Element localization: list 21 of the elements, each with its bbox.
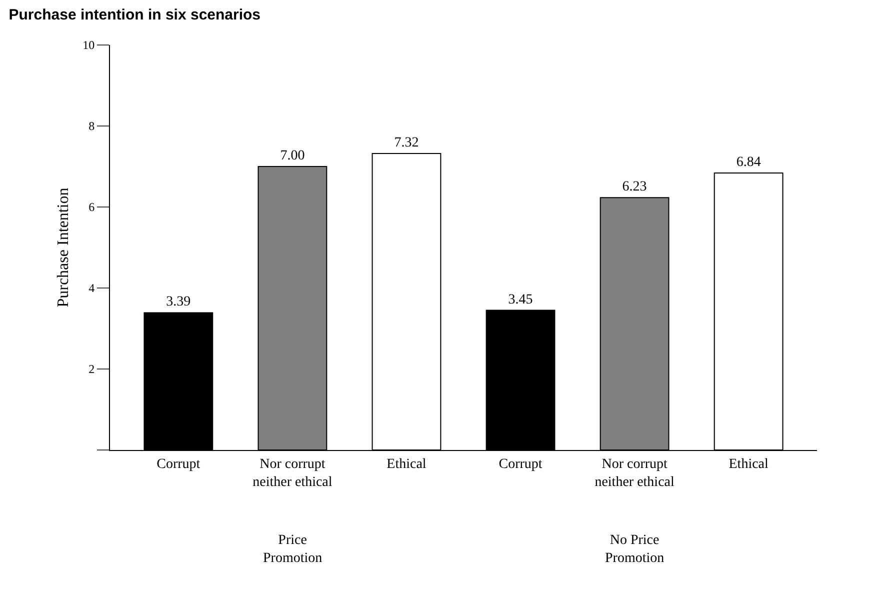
data-label: 3.45 xyxy=(508,292,533,308)
y-tick-label: 10 xyxy=(82,38,95,52)
x-tick-label: Corrupt xyxy=(498,456,542,472)
text: Price Promotion xyxy=(263,533,322,566)
chart-title: Purchase intention in six scenarios xyxy=(8,6,261,24)
y-tick-label: 6 xyxy=(88,200,95,214)
text: No Price Promotion xyxy=(605,533,664,566)
data-label: 3.39 xyxy=(166,294,191,310)
data-label: 7.00 xyxy=(280,148,305,164)
data-label: 6.23 xyxy=(622,180,647,195)
data-label: 6.84 xyxy=(736,154,761,170)
y-tick-label: 8 xyxy=(88,119,95,134)
y-axis-title: Purchase Intention xyxy=(55,188,72,308)
x-tick-label: Ethical xyxy=(728,456,769,472)
data-label: 7.32 xyxy=(394,136,419,151)
x-tick-label: Ethical xyxy=(386,456,426,472)
y-tick-label: 2 xyxy=(88,362,95,376)
x-tick-label: Corrupt xyxy=(156,456,200,472)
y-tick-label: 4 xyxy=(88,281,95,296)
x-tick-label: Nor corrupt neither ethical xyxy=(252,456,332,490)
x-tick-label: Nor corrupt neither ethical xyxy=(594,456,674,490)
